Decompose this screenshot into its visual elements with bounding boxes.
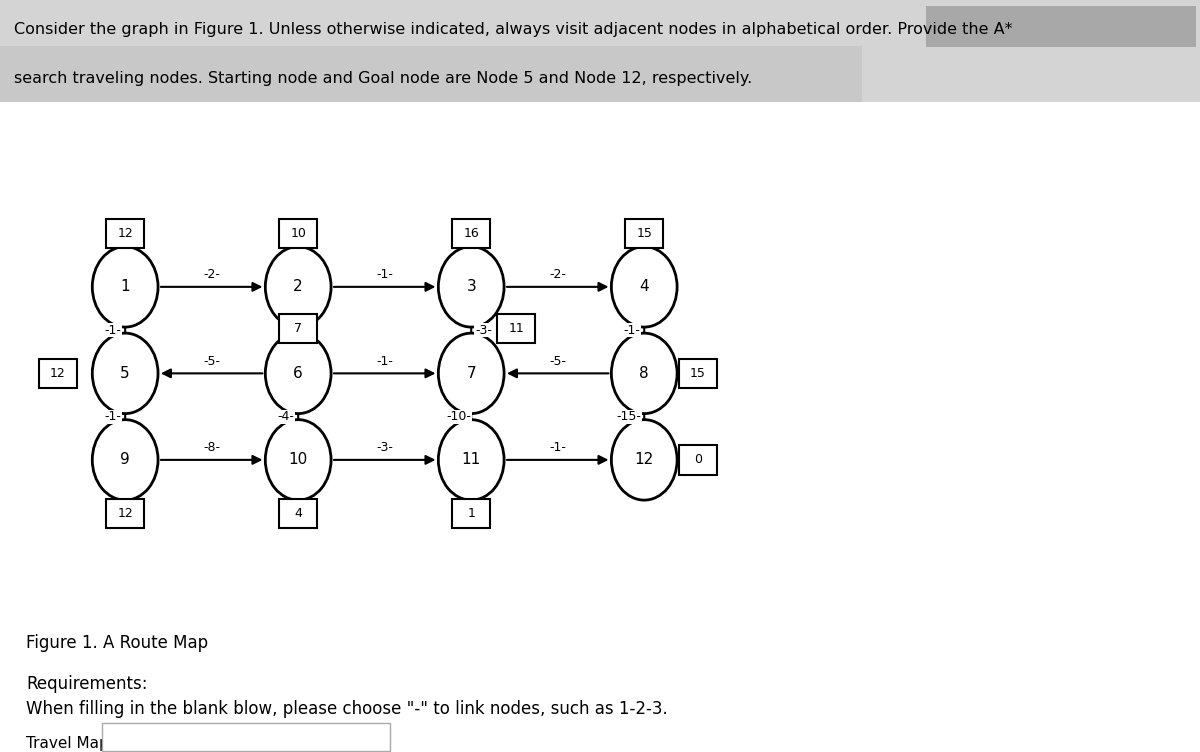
Text: Figure 1. A Route Map: Figure 1. A Route Map xyxy=(26,634,209,652)
Text: 1: 1 xyxy=(120,279,130,294)
Text: 12: 12 xyxy=(50,367,66,380)
FancyBboxPatch shape xyxy=(280,219,317,248)
Text: 7: 7 xyxy=(467,366,476,381)
Ellipse shape xyxy=(92,333,158,414)
Text: 4: 4 xyxy=(640,279,649,294)
Text: -1-: -1- xyxy=(550,441,566,454)
Text: -3-: -3- xyxy=(277,323,294,337)
FancyBboxPatch shape xyxy=(679,445,716,475)
Ellipse shape xyxy=(611,420,677,500)
Text: 3: 3 xyxy=(467,279,476,294)
FancyBboxPatch shape xyxy=(0,46,862,102)
Text: -5-: -5- xyxy=(203,355,220,368)
Text: 15: 15 xyxy=(636,226,652,240)
Text: -3-: -3- xyxy=(377,441,394,454)
Ellipse shape xyxy=(438,420,504,500)
Text: 1: 1 xyxy=(467,507,475,520)
Text: Requirements:: Requirements: xyxy=(26,675,148,693)
Text: -4-: -4- xyxy=(277,410,294,423)
Text: 5: 5 xyxy=(120,366,130,381)
Text: 11: 11 xyxy=(509,322,524,335)
FancyBboxPatch shape xyxy=(106,219,144,248)
Text: Travel Map:: Travel Map: xyxy=(26,736,114,750)
Ellipse shape xyxy=(265,333,331,414)
Ellipse shape xyxy=(611,247,677,327)
Ellipse shape xyxy=(265,247,331,327)
Text: -1-: -1- xyxy=(624,323,641,337)
Text: 8: 8 xyxy=(640,366,649,381)
Text: 15: 15 xyxy=(690,367,706,380)
Text: -5-: -5- xyxy=(550,355,566,368)
Text: 11: 11 xyxy=(462,453,481,468)
Text: type your answer...: type your answer... xyxy=(128,729,262,744)
Text: -1-: -1- xyxy=(104,323,121,337)
FancyBboxPatch shape xyxy=(102,723,390,750)
Text: 12: 12 xyxy=(118,507,133,520)
FancyBboxPatch shape xyxy=(106,499,144,528)
Text: 9: 9 xyxy=(120,453,130,468)
Text: -2-: -2- xyxy=(550,268,566,281)
Text: search traveling nodes. Starting node and Goal node are Node 5 and Node 12, resp: search traveling nodes. Starting node an… xyxy=(14,71,752,86)
Ellipse shape xyxy=(92,420,158,500)
FancyBboxPatch shape xyxy=(0,0,1200,102)
Text: Consider the graph in Figure 1. Unless otherwise indicated, always visit adjacen: Consider the graph in Figure 1. Unless o… xyxy=(14,23,1013,38)
Text: -10-: -10- xyxy=(446,410,472,423)
Text: 16: 16 xyxy=(463,226,479,240)
FancyBboxPatch shape xyxy=(452,499,491,528)
Text: 0: 0 xyxy=(694,453,702,466)
Text: 4: 4 xyxy=(294,507,302,520)
Text: -1-: -1- xyxy=(377,355,394,368)
Ellipse shape xyxy=(92,247,158,327)
Text: 7: 7 xyxy=(294,322,302,335)
FancyBboxPatch shape xyxy=(625,219,664,248)
FancyBboxPatch shape xyxy=(280,499,317,528)
Text: 6: 6 xyxy=(293,366,304,381)
Text: -1-: -1- xyxy=(377,268,394,281)
FancyBboxPatch shape xyxy=(452,219,491,248)
Text: 2: 2 xyxy=(293,279,302,294)
Text: 10: 10 xyxy=(290,226,306,240)
FancyBboxPatch shape xyxy=(679,359,716,388)
Text: -15-: -15- xyxy=(617,410,641,423)
Text: 10: 10 xyxy=(288,453,308,468)
Ellipse shape xyxy=(438,247,504,327)
Text: 12: 12 xyxy=(118,226,133,240)
FancyBboxPatch shape xyxy=(38,359,77,388)
Ellipse shape xyxy=(438,333,504,414)
FancyBboxPatch shape xyxy=(926,6,1196,47)
FancyBboxPatch shape xyxy=(497,314,535,343)
Text: -2-: -2- xyxy=(203,268,220,281)
Text: -1-: -1- xyxy=(104,410,121,423)
Text: -3-: -3- xyxy=(475,323,492,337)
FancyBboxPatch shape xyxy=(280,314,317,343)
Text: When filling in the blank blow, please choose "-" to link nodes, such as 1-2-3.: When filling in the blank blow, please c… xyxy=(26,700,668,718)
Text: -8-: -8- xyxy=(203,441,220,454)
Text: 12: 12 xyxy=(635,453,654,468)
Ellipse shape xyxy=(265,420,331,500)
Ellipse shape xyxy=(611,333,677,414)
